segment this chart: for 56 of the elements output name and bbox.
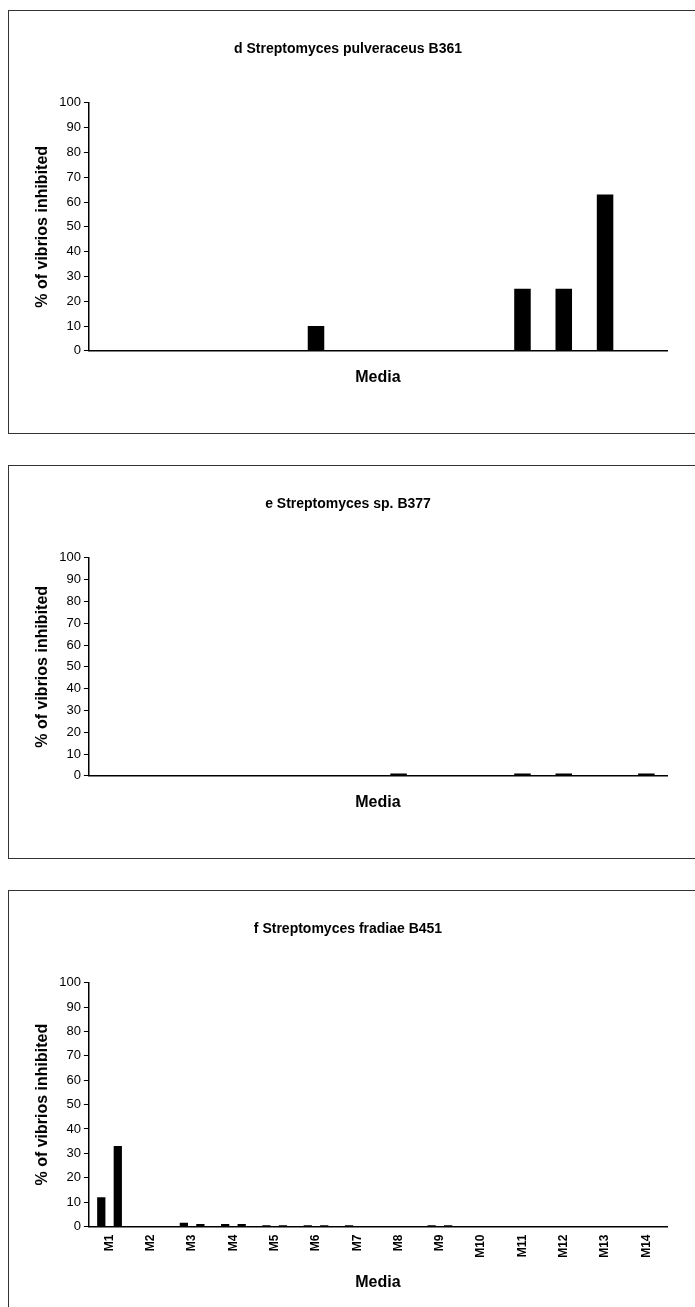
y-tick-label: 80 [66, 143, 81, 159]
y-axis-title: % of vibrios inhibited [33, 145, 51, 308]
x-tick-label: M7 [349, 1234, 364, 1252]
y-tick-label: 10 [66, 317, 81, 333]
y-tick-label: 0 [73, 342, 81, 358]
x-tick-label: M5 [267, 1234, 282, 1252]
y-tick-label: 40 [66, 680, 81, 696]
chart-title: e Streptomyces sp. B377 [265, 495, 432, 512]
y-tick-label: 30 [66, 267, 81, 283]
y-tick-label: 70 [66, 1047, 81, 1063]
x-tick-label: M14 [638, 1234, 653, 1258]
y-tick-label: 70 [66, 614, 81, 630]
y-axis-title: % of vibrios inhibited [33, 585, 51, 748]
y-tick-label: 20 [66, 1169, 81, 1185]
x-tick-label: M3 [184, 1234, 199, 1252]
y-tick-label: 80 [66, 592, 81, 608]
y-tick-label: 40 [66, 243, 81, 259]
y-tick-label: 70 [66, 168, 81, 184]
y-tick-label: 100 [59, 549, 81, 565]
y-tick-label: 80 [66, 1023, 81, 1039]
y-tick-label: 100 [59, 974, 81, 990]
y-tick-label: 60 [66, 636, 81, 652]
chart-title: d Streptomyces pulveraceus B361 [234, 40, 463, 57]
y-tick-label: 60 [66, 193, 81, 209]
x-axis-title: Media [355, 792, 401, 810]
y-tick-label: 30 [66, 701, 81, 717]
x-tick-label: M9 [432, 1234, 447, 1252]
y-tick-label: 30 [66, 1144, 81, 1160]
y-tick-label: 50 [66, 1096, 81, 1112]
y-tick-label: 20 [66, 292, 81, 308]
x-tick-label: M13 [597, 1234, 612, 1258]
y-tick-label: 100 [59, 94, 81, 110]
x-tick-label: M2 [143, 1234, 158, 1252]
y-tick-label: 90 [66, 119, 81, 135]
x-axis-title: Media [355, 367, 401, 385]
y-tick-label: 0 [73, 1218, 81, 1234]
y-tick-label: 60 [66, 1071, 81, 1087]
x-tick-label: M8 [390, 1234, 405, 1252]
x-tick-label: M10 [473, 1234, 488, 1258]
y-tick-label: 10 [66, 745, 81, 761]
x-tick-label: M4 [225, 1234, 240, 1252]
y-tick-label: 20 [66, 723, 81, 739]
x-tick-label: M11 [514, 1234, 529, 1258]
y-tick-label: 50 [66, 218, 81, 234]
chart-title: f Streptomyces fradiae B451 [253, 920, 443, 937]
y-tick-label: 90 [66, 998, 81, 1014]
x-tick-label: M12 [556, 1234, 571, 1258]
x-axis-title: Media [355, 1272, 401, 1290]
y-tick-label: 10 [66, 1193, 81, 1209]
x-tick-label: M1 [101, 1234, 116, 1252]
y-tick-label: 90 [66, 571, 81, 587]
y-axis-title: % of vibrios inhibited [33, 1023, 51, 1186]
y-tick-label: 40 [66, 1120, 81, 1136]
x-tick-label: M6 [308, 1234, 323, 1252]
y-tick-label: 0 [73, 767, 81, 783]
y-tick-label: 50 [66, 658, 81, 674]
